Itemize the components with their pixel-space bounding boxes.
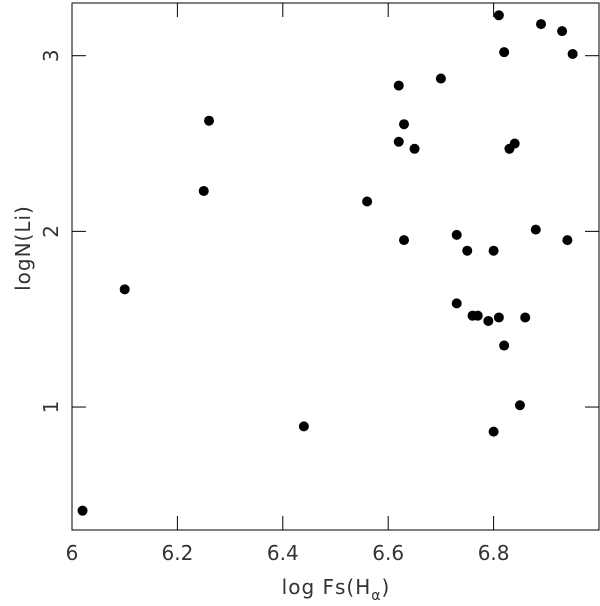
point	[557, 26, 568, 37]
x-axis-label-text: log Fs(H	[282, 575, 372, 599]
point	[298, 421, 309, 432]
point	[462, 245, 473, 256]
point	[509, 138, 520, 149]
point	[520, 312, 531, 323]
point	[536, 19, 547, 30]
point	[493, 312, 504, 323]
point	[483, 315, 494, 326]
point	[472, 310, 483, 321]
point	[514, 400, 525, 411]
x-tick-label: 6.2	[161, 541, 193, 565]
point	[530, 224, 541, 235]
point	[493, 10, 504, 21]
point	[393, 136, 404, 147]
x-axis-label: log Fs(Hα)	[282, 575, 391, 604]
point	[362, 196, 373, 207]
point	[488, 245, 499, 256]
y-tick-label: 1	[39, 401, 63, 414]
x-axis-label-end: )	[382, 575, 391, 599]
point	[435, 73, 446, 84]
point	[562, 235, 573, 246]
point	[399, 235, 410, 246]
point	[499, 340, 510, 351]
y-axis-label: logN(Li)	[11, 205, 35, 291]
plot-frame	[71, 2, 600, 531]
point	[119, 284, 130, 295]
point	[399, 119, 410, 130]
point	[488, 426, 499, 437]
y-tick-label: 3	[39, 49, 63, 62]
x-tick-label: 6.4	[267, 541, 299, 565]
x-tick-label: 6.6	[372, 541, 404, 565]
y-tick-label: 2	[39, 225, 63, 238]
x-axis-label-sub: α	[371, 588, 381, 604]
point	[204, 115, 215, 126]
point	[198, 185, 209, 196]
point	[567, 48, 578, 59]
point	[77, 505, 88, 516]
point	[451, 298, 462, 309]
point	[409, 143, 420, 154]
x-tick-label: 6.8	[478, 541, 510, 565]
x-tick-label: 6	[66, 541, 79, 565]
point	[499, 47, 510, 58]
point	[451, 229, 462, 240]
point	[393, 80, 404, 91]
